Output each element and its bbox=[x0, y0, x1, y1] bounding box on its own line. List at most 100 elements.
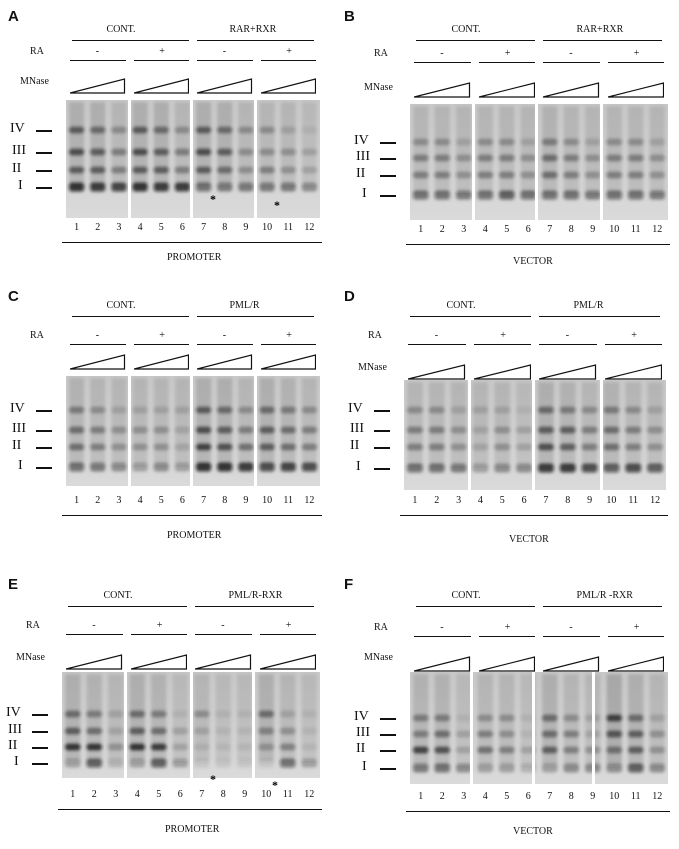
lane-number: 11 bbox=[282, 789, 293, 800]
marker-label: I bbox=[14, 754, 19, 769]
lane-number: 4 bbox=[134, 789, 140, 800]
ra-value: - bbox=[440, 48, 444, 59]
ra-value: + bbox=[633, 622, 640, 633]
gel-image bbox=[404, 380, 666, 490]
mnase-gradient-wedge bbox=[133, 354, 190, 370]
lane-number: 7 bbox=[543, 495, 549, 506]
lane-number: 1 bbox=[418, 224, 424, 235]
marker-label: I bbox=[362, 186, 367, 201]
ra-rule bbox=[133, 60, 189, 61]
panel-letter: F bbox=[344, 576, 354, 593]
lane-number: 2 bbox=[434, 495, 440, 506]
gel-separator bbox=[600, 380, 603, 490]
marker-tick bbox=[374, 430, 390, 432]
group-right-rule bbox=[197, 316, 314, 317]
gel-separator bbox=[472, 104, 475, 220]
gel-separator bbox=[128, 100, 131, 218]
ra-rule bbox=[607, 62, 664, 63]
group-right-rule bbox=[195, 606, 314, 607]
lane-number: 12 bbox=[304, 789, 315, 800]
lane-number: 5 bbox=[156, 789, 162, 800]
ra-value: - bbox=[222, 46, 227, 57]
lane-number: 7 bbox=[199, 789, 205, 800]
mnase-gradient-wedge bbox=[196, 78, 253, 94]
gel-separator bbox=[254, 100, 257, 218]
lane-number: 3 bbox=[116, 495, 122, 506]
gel-image bbox=[66, 376, 320, 486]
lane-number: 1 bbox=[70, 789, 76, 800]
lane-number: 12 bbox=[652, 791, 663, 802]
lane-number: 1 bbox=[74, 495, 80, 506]
lane-number: 7 bbox=[201, 495, 207, 506]
group-left-rule bbox=[410, 316, 531, 317]
ra-rule bbox=[473, 344, 531, 345]
lane-number: 2 bbox=[95, 495, 101, 506]
panel-letter: C bbox=[8, 288, 19, 305]
mnase-gradient-wedge bbox=[413, 82, 471, 98]
ra-value: - bbox=[569, 622, 573, 633]
mnase-gradient-wedge bbox=[69, 78, 126, 94]
lane-number: 12 bbox=[304, 495, 315, 506]
group-right-label: PML/R -RXR bbox=[576, 590, 633, 601]
lane-number: 11 bbox=[283, 495, 294, 506]
ra-rule bbox=[260, 60, 316, 61]
ra-label: RA bbox=[30, 46, 44, 57]
gel-separator bbox=[128, 376, 131, 486]
group-right-rule bbox=[539, 316, 660, 317]
ra-value: - bbox=[565, 330, 570, 341]
group-left-label: CONT. bbox=[106, 24, 136, 35]
marker-label: II bbox=[12, 438, 22, 453]
lane-number: 4 bbox=[137, 495, 143, 506]
marker-label: II bbox=[8, 738, 18, 753]
marker-tick bbox=[380, 750, 396, 752]
group-left-label: CONT. bbox=[106, 300, 136, 311]
asterisk-mark: * bbox=[210, 772, 216, 786]
ra-value: + bbox=[159, 330, 165, 341]
gel-separator bbox=[190, 100, 193, 218]
lane-number: 6 bbox=[177, 789, 183, 800]
lane-number: 5 bbox=[504, 791, 510, 802]
ra-rule bbox=[130, 634, 187, 635]
lane-number: 12 bbox=[652, 224, 663, 235]
lane-number: 2 bbox=[91, 789, 97, 800]
lane-number: 12 bbox=[304, 222, 315, 233]
mnase-gradient-wedge bbox=[478, 656, 536, 672]
marker-tick bbox=[380, 195, 396, 197]
footer-label: PROMOTER bbox=[167, 252, 222, 263]
lane-number: 8 bbox=[565, 495, 571, 506]
footer-label: VECTOR bbox=[513, 826, 553, 837]
marker-label: IV bbox=[10, 121, 25, 136]
lane-number: 8 bbox=[220, 789, 226, 800]
lane-number: 8 bbox=[568, 224, 574, 235]
lane-number: 8 bbox=[568, 791, 574, 802]
group-left-label: CONT. bbox=[103, 590, 133, 601]
mnase-label: MNase bbox=[358, 362, 387, 373]
ra-value: + bbox=[633, 48, 640, 59]
lane-number: 3 bbox=[461, 224, 467, 235]
group-right-rule bbox=[543, 606, 662, 607]
marker-label: IV bbox=[348, 401, 363, 416]
ra-rule bbox=[607, 636, 664, 637]
marker-label: III bbox=[356, 725, 370, 740]
marker-tick bbox=[380, 142, 396, 144]
gel-image bbox=[410, 672, 668, 784]
mnase-gradient-wedge bbox=[260, 354, 317, 370]
lane-number: 4 bbox=[482, 224, 488, 235]
marker-tick bbox=[32, 714, 48, 716]
footer-rule bbox=[406, 811, 670, 812]
gel-separator bbox=[190, 376, 193, 486]
mnase-gradient-wedge bbox=[413, 656, 471, 672]
lane-number: 10 bbox=[262, 222, 273, 233]
mnase-gradient-wedge bbox=[69, 354, 126, 370]
marker-label: II bbox=[356, 166, 366, 181]
gel-separator bbox=[190, 672, 193, 778]
panel-letter: D bbox=[344, 288, 355, 305]
lane-number: 10 bbox=[262, 495, 273, 506]
lane-number: 2 bbox=[439, 791, 445, 802]
mnase-gradient-wedge bbox=[259, 654, 317, 670]
marker-tick bbox=[36, 187, 52, 189]
lane-number: 4 bbox=[477, 495, 483, 506]
marker-label: II bbox=[356, 741, 366, 756]
ra-value: - bbox=[569, 48, 573, 59]
group-right-rule bbox=[543, 40, 662, 41]
